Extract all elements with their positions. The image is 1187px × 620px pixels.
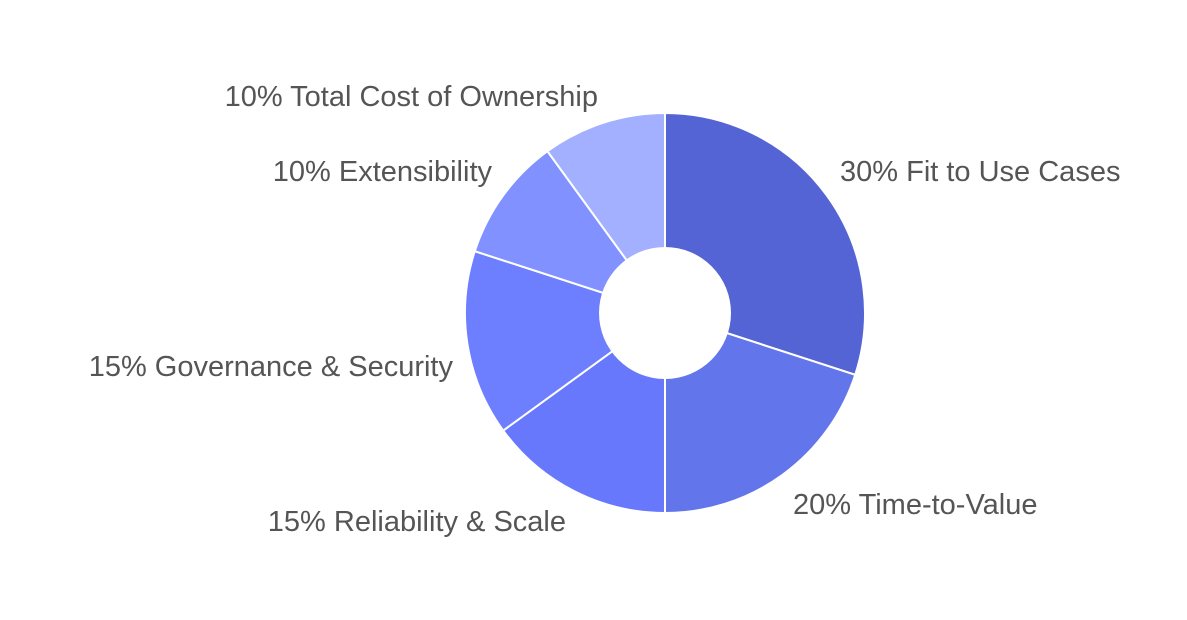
slice-label-time-to-value: 20% Time-to-Value	[793, 489, 1037, 521]
slice-label-total-cost-of-ownership: 10% Total Cost of Ownership	[225, 81, 598, 113]
slice-label-extensibility: 10% Extensibility	[273, 156, 493, 188]
donut-hole	[599, 247, 731, 379]
slice-time-to-value[interactable]	[664, 311, 857, 515]
slice-governance-security[interactable]	[464, 249, 668, 432]
slice-label-governance-security: 15% Governance & Security	[89, 351, 454, 383]
slice-label-fit-to-use-cases: 30% Fit to Use Cases	[840, 156, 1120, 188]
slice-label-reliability-scale: 15% Reliability & Scale	[268, 506, 566, 538]
